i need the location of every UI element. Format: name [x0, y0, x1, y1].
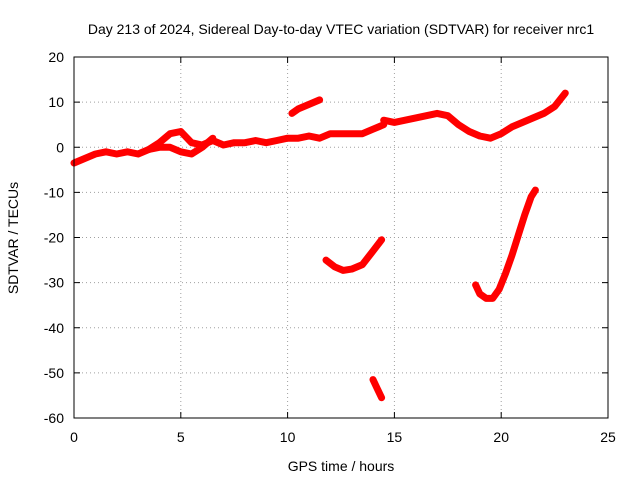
series-secondary-trace — [145, 134, 217, 158]
y-axis-label: SDTVAR / TECUs — [5, 182, 21, 294]
grid — [74, 57, 608, 418]
series-segment-12-14 — [322, 236, 386, 274]
y-tick-label: -60 — [44, 410, 64, 426]
x-axis-label: GPS time / hours — [288, 458, 395, 474]
series-segment-14-short — [369, 376, 386, 402]
series-segment-19-21 — [472, 186, 539, 302]
series-segment-10-11 — [288, 96, 324, 117]
x-tick-label: 15 — [387, 429, 403, 445]
y-tick-label: -10 — [44, 184, 64, 200]
x-tick-label: 20 — [493, 429, 509, 445]
series-group — [70, 89, 569, 402]
y-tick-label: -20 — [44, 230, 64, 246]
ticks: 0 5 10 15 20 25 -60 -50 -40 -30 -20 -10 0 10 20 — [44, 49, 616, 445]
y-tick-label: -30 — [44, 275, 64, 291]
x-tick-label: 0 — [70, 429, 78, 445]
y-tick-label: -50 — [44, 365, 64, 381]
y-tick-label: -40 — [44, 320, 64, 336]
y-tick-label: 0 — [56, 139, 64, 155]
y-tick-label: 20 — [48, 49, 64, 65]
x-tick-label: 25 — [600, 429, 616, 445]
chart-title: Day 213 of 2024, Sidereal Day-to-day VTE… — [88, 21, 594, 37]
y-tick-label: 10 — [48, 94, 64, 110]
series-main-trace — [70, 121, 388, 167]
x-tick-label: 10 — [280, 429, 296, 445]
x-tick-label: 5 — [177, 429, 185, 445]
series-late-trace — [380, 89, 569, 142]
